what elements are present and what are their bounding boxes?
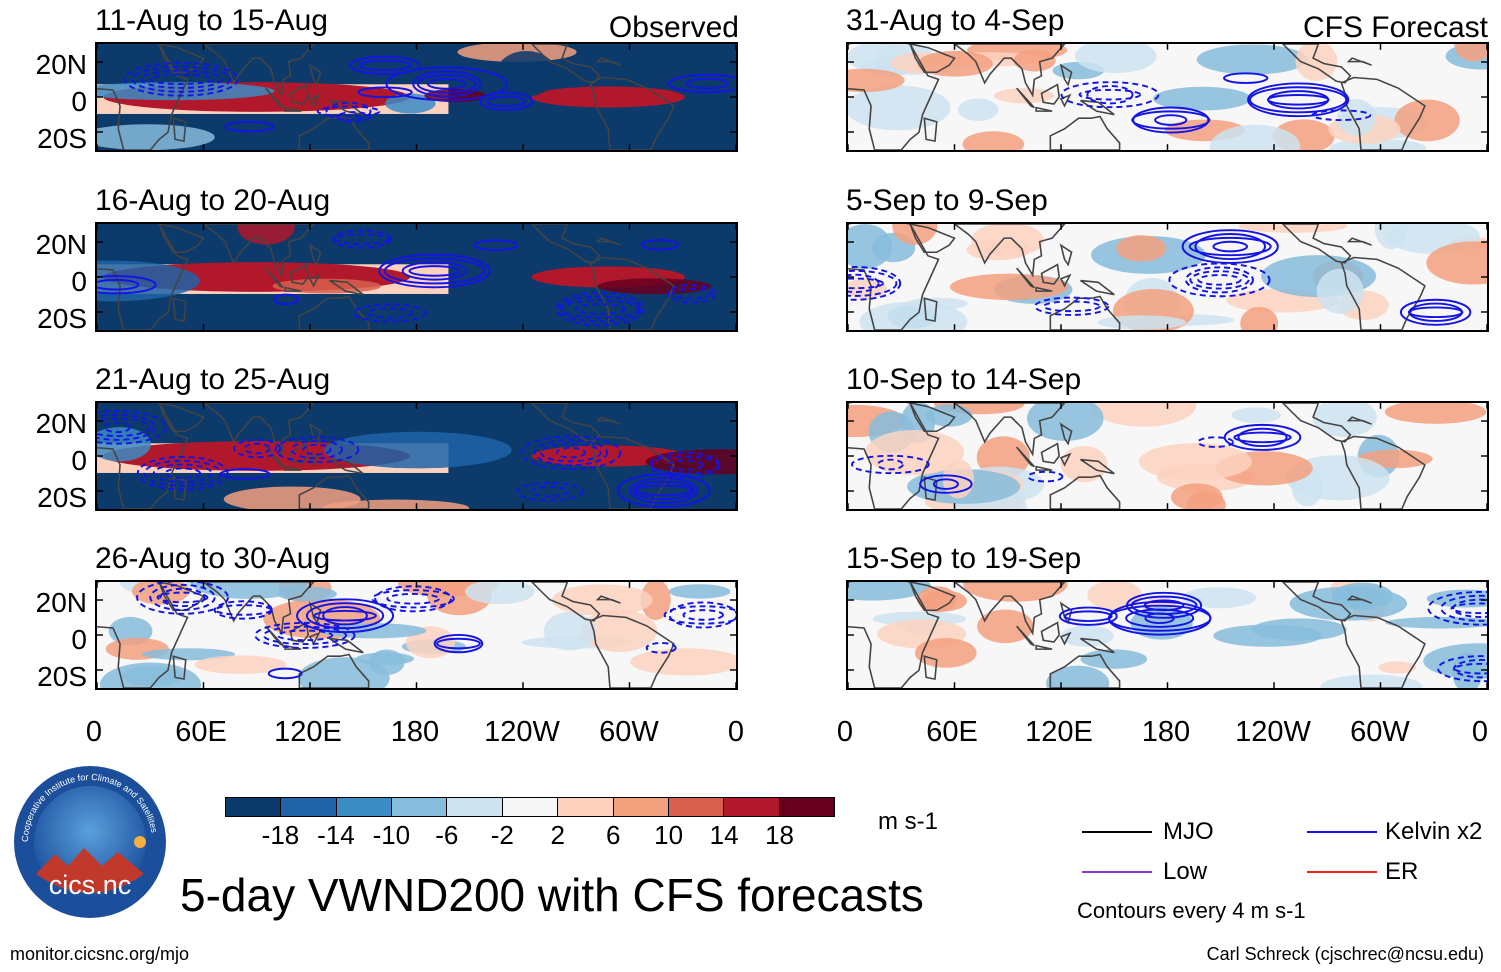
colorbar-swatch	[392, 798, 448, 816]
observed-map	[95, 401, 738, 511]
colorbar-label: 14	[709, 820, 739, 850]
map-field	[848, 44, 1487, 150]
colorbar-units: m s-1	[878, 808, 938, 835]
lon-tick: 60W	[599, 716, 659, 748]
panel-title: 11-Aug to 15-Aug	[95, 4, 328, 37]
colorbar-swatch	[668, 798, 725, 816]
map-field	[848, 403, 1487, 509]
map-field	[97, 44, 736, 150]
colorbar-label: 10	[654, 820, 684, 850]
colorbar-label: 18	[765, 820, 794, 850]
lon-tick: 0	[836, 716, 854, 748]
map-field	[97, 403, 736, 509]
map-field	[848, 582, 1487, 688]
lat-tick: 0	[71, 624, 87, 655]
colorbar-label: -18	[261, 820, 300, 850]
legend-label-kelvin: Kelvin x2	[1385, 818, 1483, 845]
panel-title: 10-Sep to 14-Sep	[846, 363, 1082, 396]
lat-tick: 20S	[37, 123, 87, 154]
lon-tick: 180	[1141, 716, 1191, 748]
cics-logo: Cooperative Institute for Climate and Sa…	[10, 762, 170, 922]
map-field	[97, 224, 736, 330]
svg-text:cics.nc: cics.nc	[49, 870, 132, 900]
legend-label-mjo: MJO	[1163, 818, 1214, 845]
colorbar-swatch	[779, 798, 834, 816]
observed-map	[95, 42, 738, 152]
colorbar	[225, 797, 835, 817]
panel-title: 21-Aug to 25-Aug	[95, 363, 331, 396]
lon-tick: 180	[390, 716, 440, 748]
lat-tick: 20S	[37, 482, 87, 513]
lat-tick: 20N	[35, 408, 87, 439]
lat-tick: 0	[71, 86, 87, 117]
lon-tick: 0	[727, 716, 745, 748]
lat-tick: 0	[71, 266, 87, 297]
lat-tick: 20N	[35, 49, 87, 80]
colorbar-label: -14	[317, 820, 355, 850]
panel-title: 31-Aug to 4-Sep	[846, 4, 1065, 37]
forecast-map	[846, 580, 1489, 690]
lon-tick: 60E	[926, 716, 978, 748]
colorbar-swatch	[558, 798, 614, 816]
lon-tick: 0	[85, 716, 103, 748]
forecast-map	[846, 401, 1489, 511]
colorbar-swatch	[613, 798, 669, 816]
legend-note: Contours every 4 m s-1	[1077, 898, 1306, 923]
colorbar-label: -6	[435, 820, 459, 850]
observed-map	[95, 580, 738, 690]
lat-tick: 20S	[37, 303, 87, 334]
lon-tick: 120E	[274, 716, 342, 748]
map-field	[848, 224, 1487, 330]
figure-title: 5-day VWND200 with CFS forecasts	[180, 869, 924, 921]
lat-tick: 20N	[35, 587, 87, 618]
panel-title: 5-Sep to 9-Sep	[846, 184, 1048, 217]
colorbar-label: 6	[605, 820, 621, 850]
legend-line-er	[1307, 871, 1377, 873]
colorbar-swatch	[447, 798, 503, 816]
colorbar-label: -10	[372, 820, 411, 850]
panel-title: 26-Aug to 30-Aug	[95, 542, 331, 575]
footer-credit: Carl Schreck (cjschrec@ncsu.edu)	[1206, 944, 1484, 964]
logo-badge-icon: Cooperative Institute for Climate and Sa…	[14, 766, 166, 918]
colorbar-swatch	[724, 798, 780, 816]
lon-tick: 0	[1471, 716, 1489, 748]
footer-url: monitor.cicsnc.org/mjo	[10, 944, 190, 964]
forecast-map	[846, 42, 1489, 152]
colorbar-label: 2	[550, 820, 565, 850]
colorbar-swatch	[336, 798, 393, 816]
colorbar-swatch	[502, 798, 559, 816]
legend-label-low: Low	[1163, 858, 1208, 885]
legend-line-kelvin	[1307, 831, 1377, 833]
observed-map	[95, 222, 738, 332]
colorbar-swatch	[226, 798, 282, 816]
lat-tick: 20S	[37, 661, 87, 692]
panel-title: 16-Aug to 20-Aug	[95, 184, 331, 217]
colorbar-swatch	[281, 798, 337, 816]
forecast-map	[846, 222, 1489, 332]
lon-tick: 60E	[175, 716, 227, 748]
colorbar-label: -2	[490, 820, 514, 850]
legend-line-low	[1082, 871, 1152, 873]
lon-tick: 120E	[1025, 716, 1093, 748]
map-field	[97, 582, 736, 688]
legend-line-mjo	[1082, 831, 1152, 833]
lon-tick: 120W	[1235, 716, 1311, 748]
lon-tick: 120W	[484, 716, 560, 748]
lat-tick: 20N	[35, 229, 87, 260]
panel-title: 15-Sep to 19-Sep	[846, 542, 1082, 575]
lon-tick: 60W	[1350, 716, 1410, 748]
lat-tick: 0	[71, 445, 87, 476]
cfs-forecast-label: CFS Forecast	[1302, 11, 1488, 44]
legend-label-er: ER	[1385, 858, 1419, 885]
observed-label: Observed	[608, 11, 739, 44]
